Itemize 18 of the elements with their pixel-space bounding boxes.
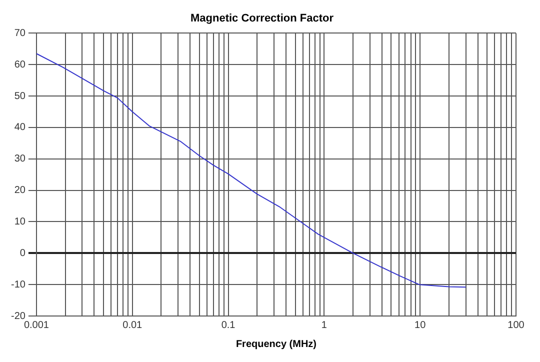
chart-title: Magnetic Correction Factor — [190, 12, 334, 25]
y-tick-label: -10 — [11, 279, 26, 290]
x-tick-label: 0.01 — [122, 320, 143, 331]
x-tick-label: 100 — [508, 320, 525, 331]
y-tick-label: 70 — [14, 28, 26, 39]
x-tick-label: 1 — [321, 320, 328, 331]
y-tick-label: 20 — [14, 185, 26, 196]
y-tick-label: 30 — [14, 154, 26, 165]
y-tick-label: 60 — [14, 59, 26, 70]
y-tick-label: 0 — [20, 248, 26, 259]
y-tick-label: -20 — [11, 310, 26, 322]
x-axis-title: Frequency (MHz) — [236, 338, 317, 350]
y-tick-label: 50 — [14, 90, 26, 102]
x-tick-label: 0.1 — [221, 320, 236, 331]
y-tick-label: 40 — [14, 122, 26, 134]
x-tick-label: 10 — [414, 320, 426, 331]
y-tick-label: 10 — [14, 216, 26, 228]
x-tick-label: 0.001 — [24, 320, 50, 331]
